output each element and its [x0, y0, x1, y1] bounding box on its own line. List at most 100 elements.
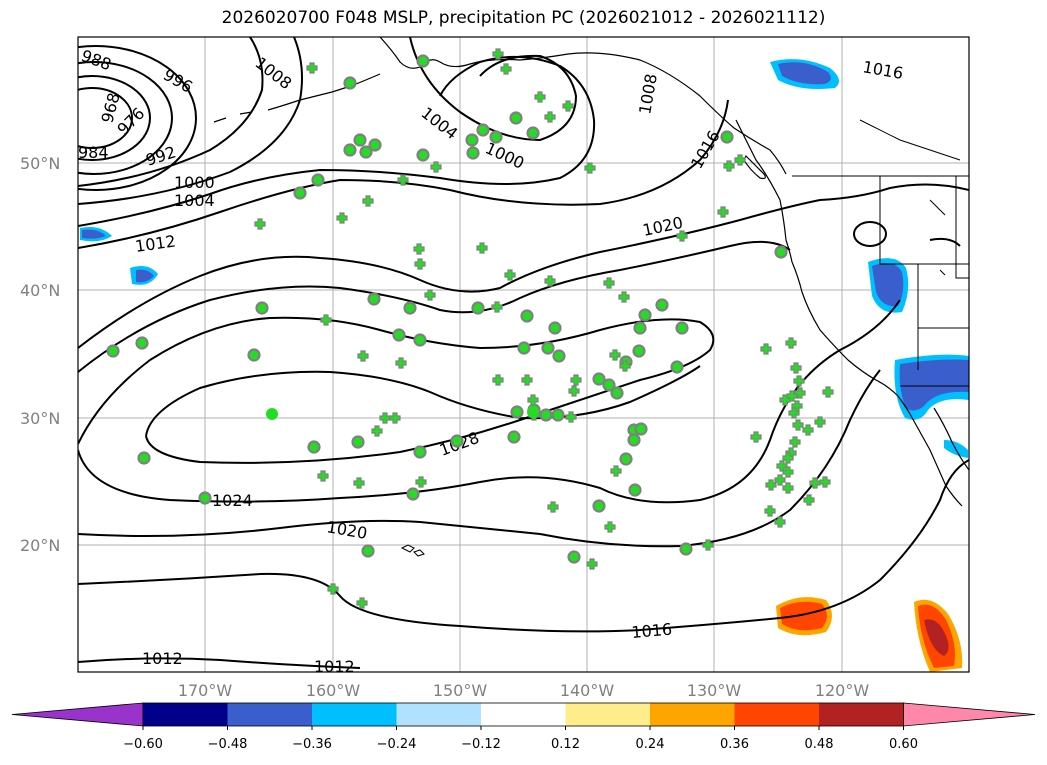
colorbar-segment	[565, 703, 651, 726]
station-marker-dot	[266, 408, 278, 420]
station-marker-plus	[327, 583, 339, 595]
station-marker-circle	[450, 434, 464, 448]
station-marker-plus	[789, 436, 801, 448]
station-marker-plus	[788, 407, 800, 419]
station-marker-circle	[255, 301, 269, 315]
station-marker-circle	[627, 433, 641, 447]
station-marker-circle	[247, 348, 261, 362]
station-marker-circle	[634, 422, 648, 436]
station-marker-circle	[343, 143, 357, 157]
station-marker-plus	[774, 474, 786, 486]
station-marker-plus	[717, 206, 729, 218]
isobar-label: 988	[79, 46, 114, 74]
isobar-1012-south	[78, 657, 361, 669]
colorbar-frame	[142, 702, 904, 727]
colorbar: −0.60 −0.48 −0.36 −0.24 −0.12 0.12 0.24 0.36 0.4…	[11, 702, 1036, 752]
station-marker-plus	[723, 160, 735, 172]
station-marker-plus	[414, 258, 426, 270]
colorbar-extend-high	[903, 702, 1036, 727]
station-marker-plus	[527, 394, 539, 406]
station-marker-plus	[430, 161, 442, 173]
station-marker-plus	[254, 218, 266, 230]
station-marker-circle	[351, 435, 365, 449]
isobar-1020	[78, 240, 791, 373]
station-marker-plus	[584, 162, 596, 174]
colorbar-tick-label: 0.60	[889, 737, 918, 752]
station-marker-plus	[814, 416, 826, 428]
station-marker-plus	[610, 465, 622, 477]
station-marker-plus	[603, 277, 615, 289]
station-marker-plus	[790, 362, 802, 374]
station-marker-circle	[633, 321, 647, 335]
station-marker-plus	[415, 476, 427, 488]
station-marker-plus	[534, 91, 546, 103]
station-marker-circle	[106, 344, 120, 358]
isobars	[78, 37, 969, 669]
station-marker-plus	[413, 243, 425, 255]
station-marker-plus	[793, 375, 805, 387]
station-marker-circle	[510, 405, 524, 419]
station-markers	[106, 48, 834, 609]
isobar-1028	[145, 365, 701, 437]
station-marker-circle	[592, 372, 606, 386]
station-marker-plus	[492, 374, 504, 386]
station-marker-plus	[562, 100, 574, 112]
station-marker-circle	[413, 333, 427, 347]
station-marker-circle	[293, 186, 307, 200]
station-marker-plus	[306, 62, 318, 74]
station-marker-circle	[539, 408, 553, 422]
station-marker-circle	[517, 341, 531, 355]
station-marker-dot	[527, 406, 539, 418]
isobar-1012	[78, 99, 729, 249]
station-marker-plus	[785, 337, 797, 349]
colorbar-tick-label: −0.12	[461, 737, 501, 752]
station-marker-circle	[361, 544, 375, 558]
station-marker-plus	[619, 360, 631, 372]
station-marker-circle	[137, 451, 151, 465]
colorbar-tick-label: −0.24	[377, 737, 417, 752]
colorbar-tick-label: 0.12	[551, 737, 580, 752]
station-marker-plus	[362, 195, 374, 207]
station-marker-circle	[135, 336, 149, 350]
isobar-label: 1008	[252, 53, 296, 93]
station-marker-plus	[317, 470, 329, 482]
colorbar-segment	[227, 703, 313, 726]
station-marker-circle	[720, 130, 734, 144]
station-marker-plus	[750, 431, 762, 443]
isobar-1000-low	[409, 37, 578, 142]
station-marker-plus	[618, 291, 630, 303]
colorbar-segment	[396, 703, 482, 726]
station-marker-circle	[774, 245, 788, 259]
station-marker-plus	[760, 343, 772, 355]
station-marker-plus	[568, 385, 580, 397]
isobar-label: 1016	[861, 57, 904, 83]
station-marker-plus	[565, 411, 577, 423]
station-marker-circle	[416, 148, 430, 162]
station-marker-circle	[509, 111, 523, 125]
latitude-labels: 50°N 40°N 30°N 20°N	[20, 154, 60, 555]
station-marker-plus	[604, 521, 616, 533]
lon-label: 160°W	[306, 681, 361, 700]
station-marker-plus	[424, 289, 436, 301]
isobar-label: 1000	[174, 173, 215, 192]
station-marker-circle	[592, 499, 606, 513]
colorbar-segment	[312, 703, 397, 726]
colorbar-tick-label: −0.60	[123, 737, 163, 752]
gulf-of-california	[933, 407, 969, 471]
station-marker-circle	[602, 378, 616, 392]
station-marker-circle	[413, 445, 427, 459]
station-marker-plus	[500, 63, 512, 75]
isobar-1004-low	[78, 37, 264, 187]
precip-shading	[80, 59, 969, 672]
station-marker-plus	[476, 242, 488, 254]
bc-coast	[735, 119, 793, 263]
station-marker-plus	[764, 505, 776, 517]
hawaii-islands	[400, 544, 425, 557]
isobar-1024	[78, 316, 715, 464]
isobar-label: 1000	[482, 138, 527, 172]
station-marker-circle	[619, 452, 633, 466]
station-marker-plus	[544, 275, 556, 287]
station-marker-circle	[675, 321, 689, 335]
station-marker-plus	[371, 425, 383, 437]
